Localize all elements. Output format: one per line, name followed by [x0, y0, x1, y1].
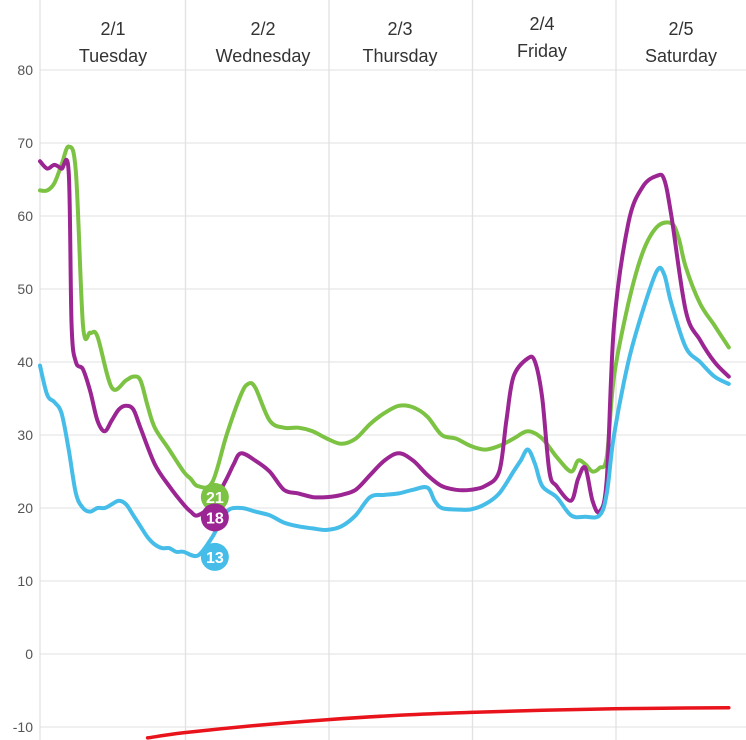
y-tick-label: -10	[13, 719, 33, 735]
day-header-name: Friday	[517, 41, 567, 61]
series-end-labels: 21 18 13	[200, 483, 229, 571]
series-end-value: 18	[206, 510, 224, 527]
series-end-badge	[200, 542, 229, 571]
y-tick-label: 70	[17, 135, 33, 151]
series-end-value: 21	[206, 490, 224, 507]
series-line	[38, 265, 731, 559]
day-header-date: 2/4	[529, 14, 554, 34]
day-header-name: Wednesday	[216, 46, 311, 66]
day-header-date: 2/5	[668, 19, 693, 39]
day-header-name: Thursday	[362, 46, 437, 66]
y-tick-label: 50	[17, 281, 33, 297]
series-end-badge	[200, 483, 229, 512]
y-tick-label: 20	[17, 500, 33, 516]
y-tick-label: 80	[17, 62, 33, 78]
day-headers: 2/1 Tuesday 2/2 Wednesday 2/3 Thursday 2/4 Frid…	[79, 14, 717, 66]
y-axis-ticks: 80 70 60 50 40 30 20 10 0 -10	[13, 62, 33, 735]
series-line	[38, 157, 731, 518]
series-end-value: 13	[206, 550, 224, 567]
day-header-name: Tuesday	[79, 46, 147, 66]
day-header-date: 2/1	[100, 19, 125, 39]
day-header-date: 2/2	[250, 19, 275, 39]
day-header-name: Saturday	[645, 46, 717, 66]
series-lines	[38, 144, 731, 740]
y-tick-label: 0	[25, 646, 33, 662]
series-end-badge	[200, 503, 229, 532]
y-tick-label: 10	[17, 573, 33, 589]
y-tick-label: 30	[17, 427, 33, 443]
grid	[39, 0, 746, 740]
y-tick-label: 40	[17, 354, 33, 370]
y-tick-label: 60	[17, 208, 33, 224]
day-header-date: 2/3	[387, 19, 412, 39]
series-line	[145, 705, 731, 740]
